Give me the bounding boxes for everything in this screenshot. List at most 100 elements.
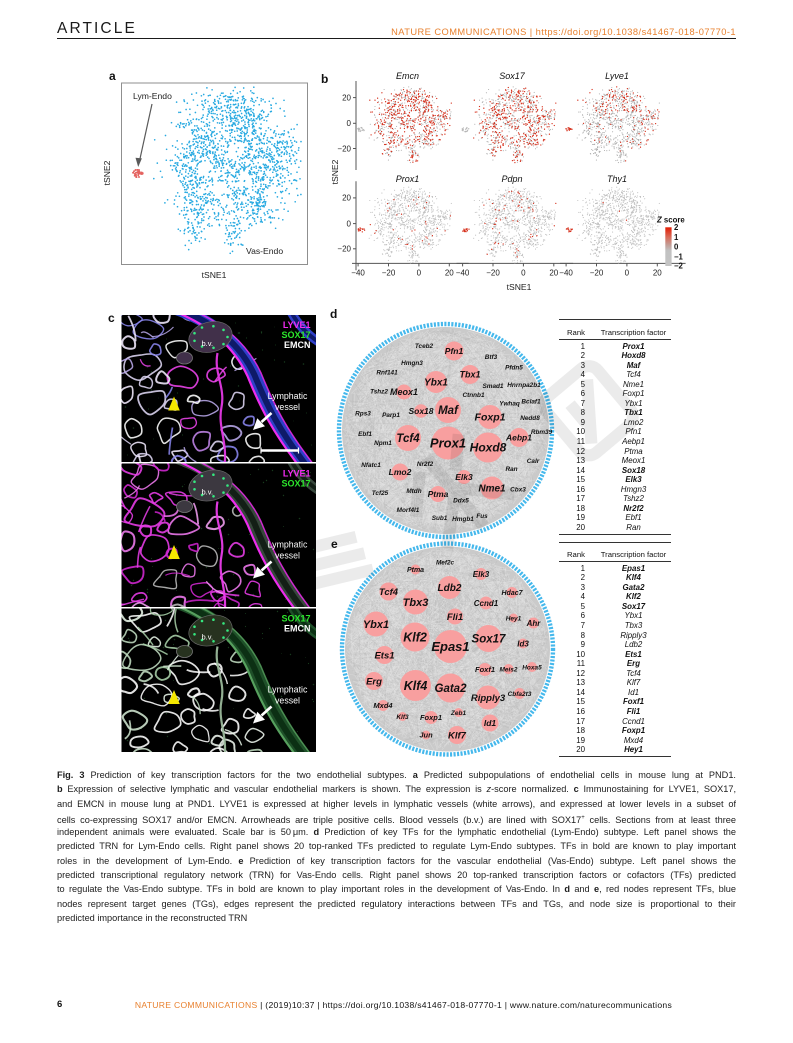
svg-text:a: a xyxy=(109,69,116,83)
svg-text:b: b xyxy=(321,72,328,86)
svg-text:Nr2f2: Nr2f2 xyxy=(417,461,434,468)
svg-text:Fus: Fus xyxy=(476,513,488,520)
svg-text:Id3: Id3 xyxy=(517,639,529,648)
svg-text:vessel: vessel xyxy=(275,402,300,412)
svg-text:Mtdh: Mtdh xyxy=(406,488,421,495)
svg-text:EMCN: EMCN xyxy=(284,340,311,350)
svg-text:Smad1: Smad1 xyxy=(483,383,504,390)
svg-text:−40: −40 xyxy=(351,269,365,278)
svg-text:0: 0 xyxy=(417,269,422,278)
svg-text:Lymphatic: Lymphatic xyxy=(268,391,308,401)
svg-text:Hdac7: Hdac7 xyxy=(501,590,523,597)
svg-text:Klf2: Klf2 xyxy=(403,630,427,644)
svg-text:LYVE1: LYVE1 xyxy=(283,469,311,479)
svg-text:20: 20 xyxy=(549,269,558,278)
svg-text:−20: −20 xyxy=(590,269,604,278)
svg-text:20: 20 xyxy=(342,93,351,102)
svg-text:−20: −20 xyxy=(486,269,500,278)
svg-text:Thy1: Thy1 xyxy=(607,174,627,184)
svg-text:Sox17: Sox17 xyxy=(472,634,506,646)
svg-text:Tbx3: Tbx3 xyxy=(403,597,429,609)
svg-text:Id1: Id1 xyxy=(484,718,497,728)
svg-text:Ran: Ran xyxy=(505,466,517,473)
svg-text:b.v.: b.v. xyxy=(202,633,214,642)
svg-text:Ccnd1: Ccnd1 xyxy=(474,599,499,608)
svg-text:Tshz2: Tshz2 xyxy=(370,389,388,396)
svg-text:tSNE1: tSNE1 xyxy=(507,282,532,292)
svg-text:Pfdn5: Pfdn5 xyxy=(505,365,523,372)
svg-text:Foxp1: Foxp1 xyxy=(475,412,506,424)
svg-text:Nfatc1: Nfatc1 xyxy=(361,462,381,469)
svg-text:Sox18: Sox18 xyxy=(408,406,433,416)
svg-text:Rbm39: Rbm39 xyxy=(531,429,553,436)
svg-text:tSNE2: tSNE2 xyxy=(102,160,112,185)
svg-text:vessel: vessel xyxy=(275,551,300,561)
svg-text:Lymphatic: Lymphatic xyxy=(268,540,308,550)
svg-text:Ptma: Ptma xyxy=(407,567,424,574)
svg-text:Erg: Erg xyxy=(366,676,382,687)
svg-text:Cbfa2t3: Cbfa2t3 xyxy=(508,691,532,698)
svg-text:tSNE1: tSNE1 xyxy=(202,270,227,280)
svg-text:Ywhaq: Ywhaq xyxy=(499,401,520,408)
svg-text:0: 0 xyxy=(674,243,679,252)
svg-text:−40: −40 xyxy=(559,269,573,278)
svg-text:Mxd4: Mxd4 xyxy=(373,701,393,710)
svg-text:Parp1: Parp1 xyxy=(382,412,400,419)
svg-text:Lmo2: Lmo2 xyxy=(389,467,412,477)
svg-text:Aebp1: Aebp1 xyxy=(505,433,532,443)
svg-text:Elk3: Elk3 xyxy=(455,472,473,482)
svg-text:Ctnnb1: Ctnnb1 xyxy=(462,392,484,399)
svg-text:Bclaf1: Bclaf1 xyxy=(521,399,541,406)
svg-text:Tcf25: Tcf25 xyxy=(372,490,389,497)
svg-text:Foxp1: Foxp1 xyxy=(420,713,442,722)
svg-text:Prox1: Prox1 xyxy=(396,174,420,184)
svg-text:Calr: Calr xyxy=(527,458,540,465)
svg-text:Ahr: Ahr xyxy=(526,619,542,628)
svg-text:Btf3: Btf3 xyxy=(485,354,498,361)
svg-text:Ebf1: Ebf1 xyxy=(358,431,372,438)
svg-text:Z score: Z score xyxy=(656,216,685,225)
svg-text:20: 20 xyxy=(342,194,351,203)
svg-text:Rps3: Rps3 xyxy=(355,411,371,418)
svg-text:Nedd8: Nedd8 xyxy=(520,415,540,422)
svg-text:Tbx1: Tbx1 xyxy=(459,370,480,380)
svg-text:Hmgb1: Hmgb1 xyxy=(452,516,474,523)
svg-text:0: 0 xyxy=(347,219,352,228)
svg-text:Nme1: Nme1 xyxy=(478,484,506,495)
svg-text:Rnf141: Rnf141 xyxy=(376,370,398,377)
svg-text:Ets1: Ets1 xyxy=(374,650,394,661)
svg-text:Sox17: Sox17 xyxy=(499,71,526,81)
svg-text:Maf: Maf xyxy=(438,405,459,417)
svg-text:Ybx1: Ybx1 xyxy=(363,619,389,631)
svg-text:Sub1: Sub1 xyxy=(432,515,448,522)
svg-text:Ptma: Ptma xyxy=(428,489,449,499)
svg-text:Hmgn3: Hmgn3 xyxy=(401,360,423,367)
svg-text:Emcn: Emcn xyxy=(396,71,419,81)
svg-text:−20: −20 xyxy=(337,245,351,254)
svg-text:2: 2 xyxy=(674,223,679,232)
svg-text:Lymphatic: Lymphatic xyxy=(268,685,308,695)
svg-text:Vas-Endo: Vas-Endo xyxy=(246,246,283,256)
svg-text:Cbx3: Cbx3 xyxy=(510,487,526,494)
svg-text:SOX17: SOX17 xyxy=(281,330,310,340)
svg-text:SOX17: SOX17 xyxy=(281,479,310,489)
svg-text:Klf4: Klf4 xyxy=(404,679,428,693)
svg-text:Zeb1: Zeb1 xyxy=(450,710,467,717)
svg-text:SOX17: SOX17 xyxy=(281,614,310,624)
svg-text:20: 20 xyxy=(445,269,454,278)
svg-text:−2: −2 xyxy=(674,262,684,271)
svg-text:d: d xyxy=(330,307,337,321)
svg-text:Mef2c: Mef2c xyxy=(436,560,455,567)
svg-text:vessel: vessel xyxy=(275,696,300,706)
svg-text:Tceb2: Tceb2 xyxy=(415,343,434,350)
svg-text:c: c xyxy=(108,311,115,325)
svg-text:e: e xyxy=(331,537,338,551)
svg-text:Ripply3: Ripply3 xyxy=(471,693,506,704)
svg-text:Hoxa5: Hoxa5 xyxy=(522,664,542,671)
svg-text:Klf3: Klf3 xyxy=(396,714,409,721)
svg-text:20: 20 xyxy=(653,269,662,278)
svg-text:Lyve1: Lyve1 xyxy=(605,71,629,81)
svg-text:−20: −20 xyxy=(337,144,351,153)
svg-text:Foxf1: Foxf1 xyxy=(475,665,495,674)
svg-text:LYVE1: LYVE1 xyxy=(283,320,311,330)
